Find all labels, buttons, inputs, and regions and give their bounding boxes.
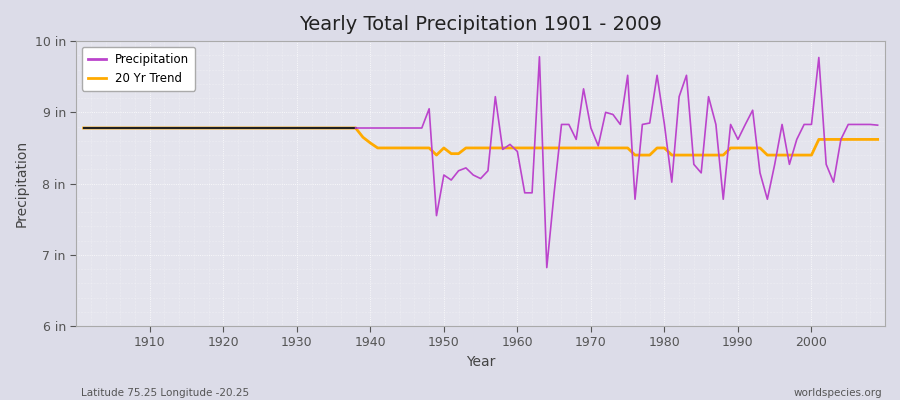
Y-axis label: Precipitation: Precipitation	[15, 140, 29, 227]
X-axis label: Year: Year	[466, 355, 495, 369]
Legend: Precipitation, 20 Yr Trend: Precipitation, 20 Yr Trend	[82, 47, 195, 91]
Text: worldspecies.org: worldspecies.org	[794, 388, 882, 398]
Title: Yearly Total Precipitation 1901 - 2009: Yearly Total Precipitation 1901 - 2009	[299, 15, 662, 34]
Text: Latitude 75.25 Longitude -20.25: Latitude 75.25 Longitude -20.25	[81, 388, 249, 398]
